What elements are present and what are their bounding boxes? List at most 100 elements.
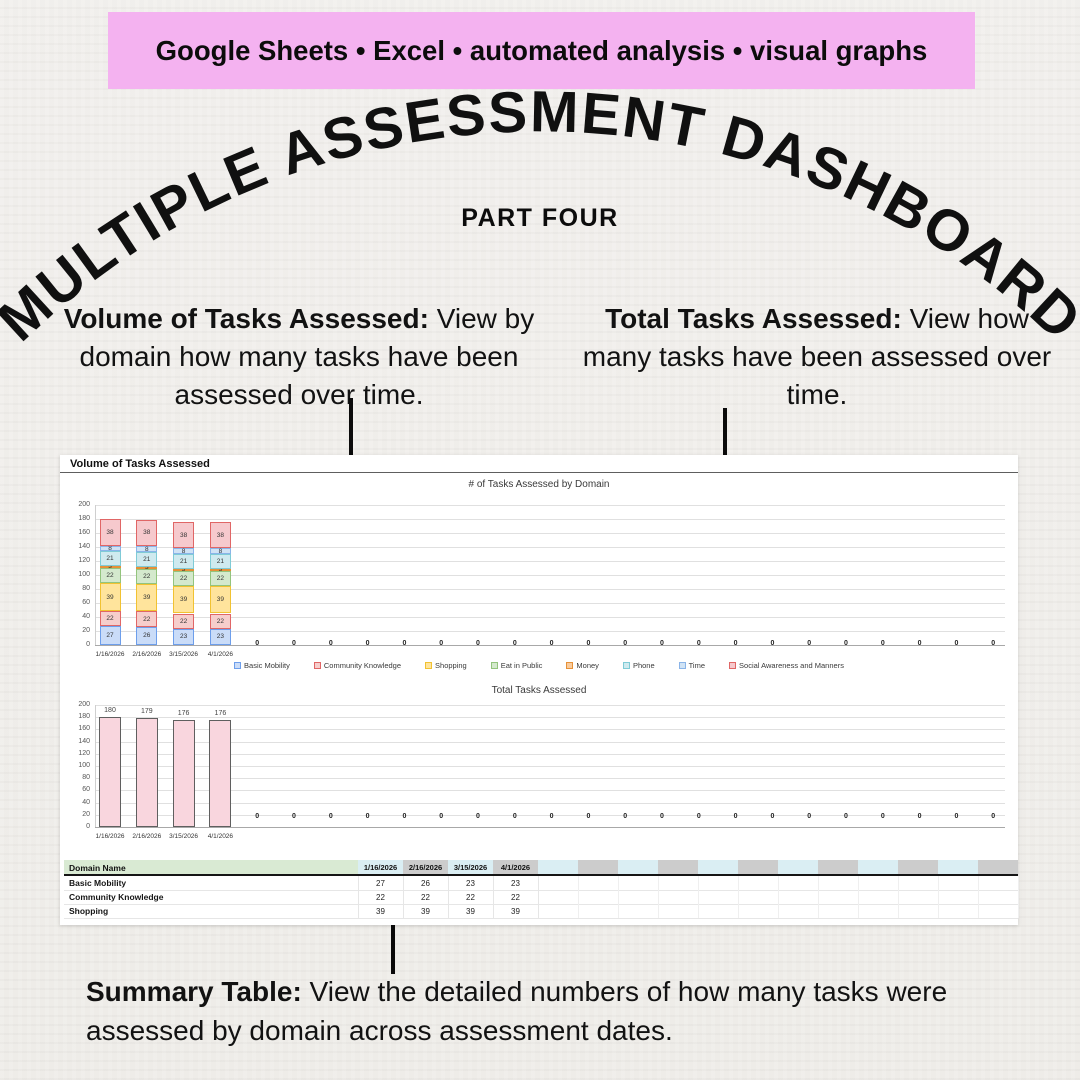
total-bar-label: 180 [104,707,116,715]
bar-segment: 21 [99,551,121,566]
bar-segment: 22 [173,570,195,587]
zero-data-label: 0 [549,813,554,820]
zero-data-label: 0 [586,813,591,820]
bar-segment: 27 [99,626,121,645]
table-column-border [738,876,739,918]
table-column-border [898,876,899,918]
zero-data-label: 0 [439,640,444,647]
zero-data-label: 0 [807,640,812,647]
y-axis-label: 0 [86,823,90,830]
total-bar-label: 176 [214,709,227,717]
zero-data-label: 0 [292,640,296,647]
bar-segment: 39 [173,586,195,614]
callout-summary-lead: Summary Table: [86,976,302,1007]
table-header-empty [818,860,858,875]
dashboard-panel: Volume of Tasks Assessed # of Tasks Asse… [60,455,1019,925]
gridline [95,631,1005,632]
zero-data-label: 0 [402,640,407,647]
zero-data-label: 0 [954,813,959,820]
legend-swatch [566,662,574,669]
gridline [95,729,1005,731]
table-row-border [64,904,1018,905]
legend-swatch [622,662,630,669]
bar-segment: 8 [99,545,121,552]
bar-segment: 3 [136,564,158,571]
table-column-border [938,876,939,918]
zero-data-label: 0 [770,640,775,647]
bar-segment: 23 [209,628,231,645]
y-axis-line [95,705,96,827]
y-axis-label: 60 [82,786,90,794]
table-column-border [778,876,779,918]
y-axis-label: 20 [82,810,90,818]
zero-data-label: 0 [917,813,922,820]
bar-segment: 23 [173,628,195,645]
zero-data-label: 0 [733,640,738,647]
bar-segment: 22 [173,613,195,629]
zero-data-label: 0 [439,813,444,820]
table-header-empty [898,860,938,875]
panel-title-rule [60,472,1018,473]
zero-data-label: 0 [328,813,333,820]
bar-segment: 8 [173,548,195,555]
legend-swatch [729,662,737,669]
table-header-domain: Domain Name [64,860,358,875]
table-cell-value: 39 [421,906,430,916]
y-axis-line [95,505,96,645]
y-axis-label: 200 [78,501,90,508]
bar-segment: 3 [173,566,195,573]
y-axis-label: 160 [78,725,90,733]
gridline [95,753,1005,755]
gridline [95,603,1005,604]
y-axis-label: 80 [82,585,90,592]
y-axis-label: 180 [78,713,90,721]
y-axis-label: 140 [78,543,90,550]
total-chart-title: Total Tasks Assessed [491,685,587,696]
bar-segment: 8 [209,548,231,555]
legend-label: Money [576,661,599,670]
gridline [95,717,1005,719]
zero-data-label: 0 [880,640,885,647]
table-cell-value: 39 [466,906,475,916]
table-header-empty [538,860,578,875]
zero-data-label: 0 [586,640,591,647]
table-header-date: 3/15/2026 [448,860,493,875]
table-column-border [358,876,359,918]
callout-volume-lead: Volume of Tasks Assessed: [63,303,429,334]
table-row-label: Shopping [69,906,109,916]
table-column-border [978,876,979,918]
x-axis-label: 1/16/2026 [95,651,125,658]
table-column-border [818,876,819,918]
y-axis-label: 120 [78,557,90,564]
y-axis-label: 100 [78,571,90,578]
legend-label: Community Knowledge [323,661,402,670]
bar-segment: 38 [209,521,231,549]
table-header-empty [938,860,978,875]
table-header-date: 1/16/2026 [358,860,403,875]
legend-item: Shopping [425,661,467,670]
legend-item: Community Knowledge [313,661,402,670]
legend-label: Basic Mobility [244,661,290,670]
zero-data-label: 0 [880,813,885,820]
bar-segment: 21 [173,554,195,569]
total-bar [99,717,121,827]
zero-data-label: 0 [991,813,996,820]
gridline [95,519,1005,520]
total-bar [209,719,232,827]
total-bar [135,717,158,827]
zero-data-label: 0 [954,640,959,647]
bar-segment: 38 [99,519,121,546]
bar-segment: 39 [99,583,121,611]
zero-data-label: 0 [696,813,701,820]
chart-legend: Basic Mobility Community Knowledge Shoppin… [60,661,1018,670]
zero-data-label: 0 [255,813,260,820]
bar-segment: 22 [99,610,121,627]
total-chart: Total Tasks Assessed 0 20 40 60 80 100 120 140 16… [60,455,1018,925]
part-label: PART FOUR [461,204,619,232]
zero-data-label: 0 [476,813,480,820]
table-column-border [858,876,859,918]
y-axis-label: 120 [78,749,90,757]
callout-total-rest: View how many tasks have been assessed o… [582,303,1052,410]
zero-data-label: 0 [365,640,370,647]
